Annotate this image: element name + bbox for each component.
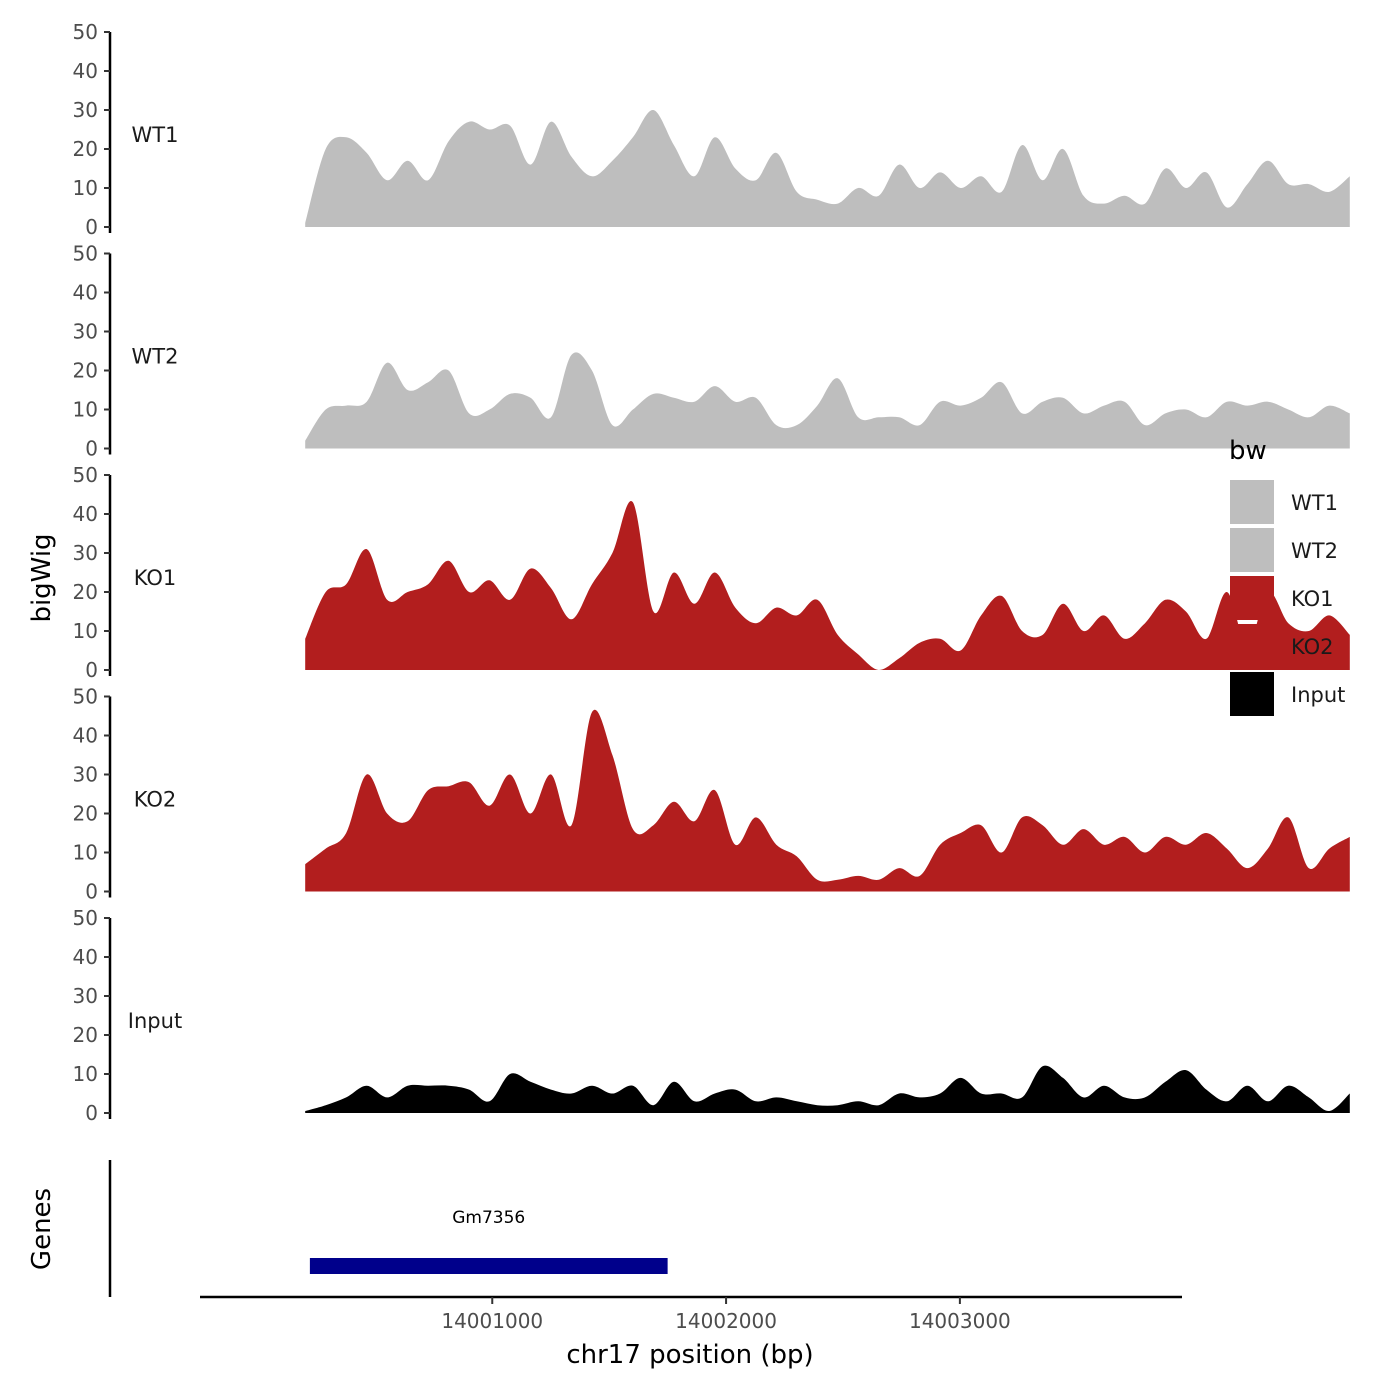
y-tick-label: 0 [85,437,98,461]
track-input: 0 10 20 30 40 50 Input [73,906,1350,1125]
gene-body [309,1258,668,1274]
track-label: Input [128,1009,182,1033]
legend-key-input [1230,672,1274,716]
track-wt2: 0 10 20 30 40 50 WT2 [73,242,1350,461]
y-tick-label: 10 [73,619,98,643]
x-tick-label: 14003000 [909,1309,1011,1333]
coverage-area-input [305,1065,1350,1113]
track-label: WT1 [132,123,179,147]
y-axis-title: bigWig [27,533,57,622]
track-label: KO2 [134,788,177,812]
y-tick-label: 50 [73,685,98,709]
legend-key-wt1 [1230,480,1274,524]
gene-track: Genes Gm7356 [27,1160,668,1297]
track-label: WT2 [132,345,179,369]
legend: WT1 WT2 KO1 KO2 Input [1230,480,1345,716]
y-tick-label: 0 [85,215,98,239]
coverage-area-ko1 [305,500,1350,670]
x-tick-label: 14002000 [675,1309,777,1333]
track-wt1: 0 10 20 30 40 50 WT1 [73,20,1350,239]
y-tick-label: 30 [73,763,98,787]
y-tick-label: 20 [73,802,98,826]
y-tick-label: 0 [85,880,98,904]
coverage-area-wt2 [305,352,1350,449]
legend-label: KO1 [1291,587,1334,611]
y-tick-label: 10 [73,841,98,865]
y-tick-label: 10 [73,398,98,422]
gene-label: Gm7356 [452,1208,525,1228]
x-axis: 14001000 14002000 14003000 [200,1295,1182,1333]
y-tick-label: 20 [73,137,98,161]
legend-label: Input [1291,683,1345,707]
y-tick-label: 20 [73,580,98,604]
y-tick-label: 40 [73,281,98,305]
y-tick-label: 50 [73,463,98,487]
y-tick-label: 30 [73,541,98,565]
legend-key-wt2 [1230,528,1274,572]
y-tick-label: 20 [73,359,98,383]
legend-title: bw [1229,436,1267,466]
track-ko2: 0 10 20 30 40 50 KO2 [73,685,1350,904]
track-label: KO1 [134,566,177,590]
y-tick-label: 30 [73,984,98,1008]
y-tick-label: 30 [73,98,98,122]
y-tick-label: 50 [73,906,98,930]
y-tick-label: 40 [73,724,98,748]
y-tick-label: 40 [73,502,98,526]
coverage-area-ko2 [305,709,1350,892]
y-tick-label: 50 [73,20,98,44]
legend-label: WT1 [1291,491,1338,515]
legend-key-ko1 [1230,576,1274,620]
y-tick-label: 20 [73,1023,98,1047]
track-ko1: 0 10 20 30 40 50 KO1 [73,463,1350,682]
legend-label: WT2 [1291,539,1338,563]
x-axis-title: chr17 position (bp) [566,1340,813,1370]
legend-key-ko2 [1230,624,1274,668]
gene-track-title: Genes [27,1188,57,1270]
y-tick-label: 50 [73,242,98,266]
y-tick-label: 0 [85,658,98,682]
legend-label: KO2 [1291,635,1334,659]
x-tick-label: 14001000 [441,1309,543,1333]
y-tick-label: 40 [73,59,98,83]
coverage-area-wt1 [305,109,1350,227]
y-tick-label: 10 [73,176,98,200]
y-tick-label: 30 [73,320,98,344]
y-tick-label: 10 [73,1062,98,1086]
y-tick-label: 40 [73,945,98,969]
y-tick-label: 0 [85,1101,98,1125]
tracks-layer: 0 10 20 30 40 50 WT1 0 10 20 30 40 50 WT2 0 10 20 30 40 50 K… [73,20,1350,1125]
